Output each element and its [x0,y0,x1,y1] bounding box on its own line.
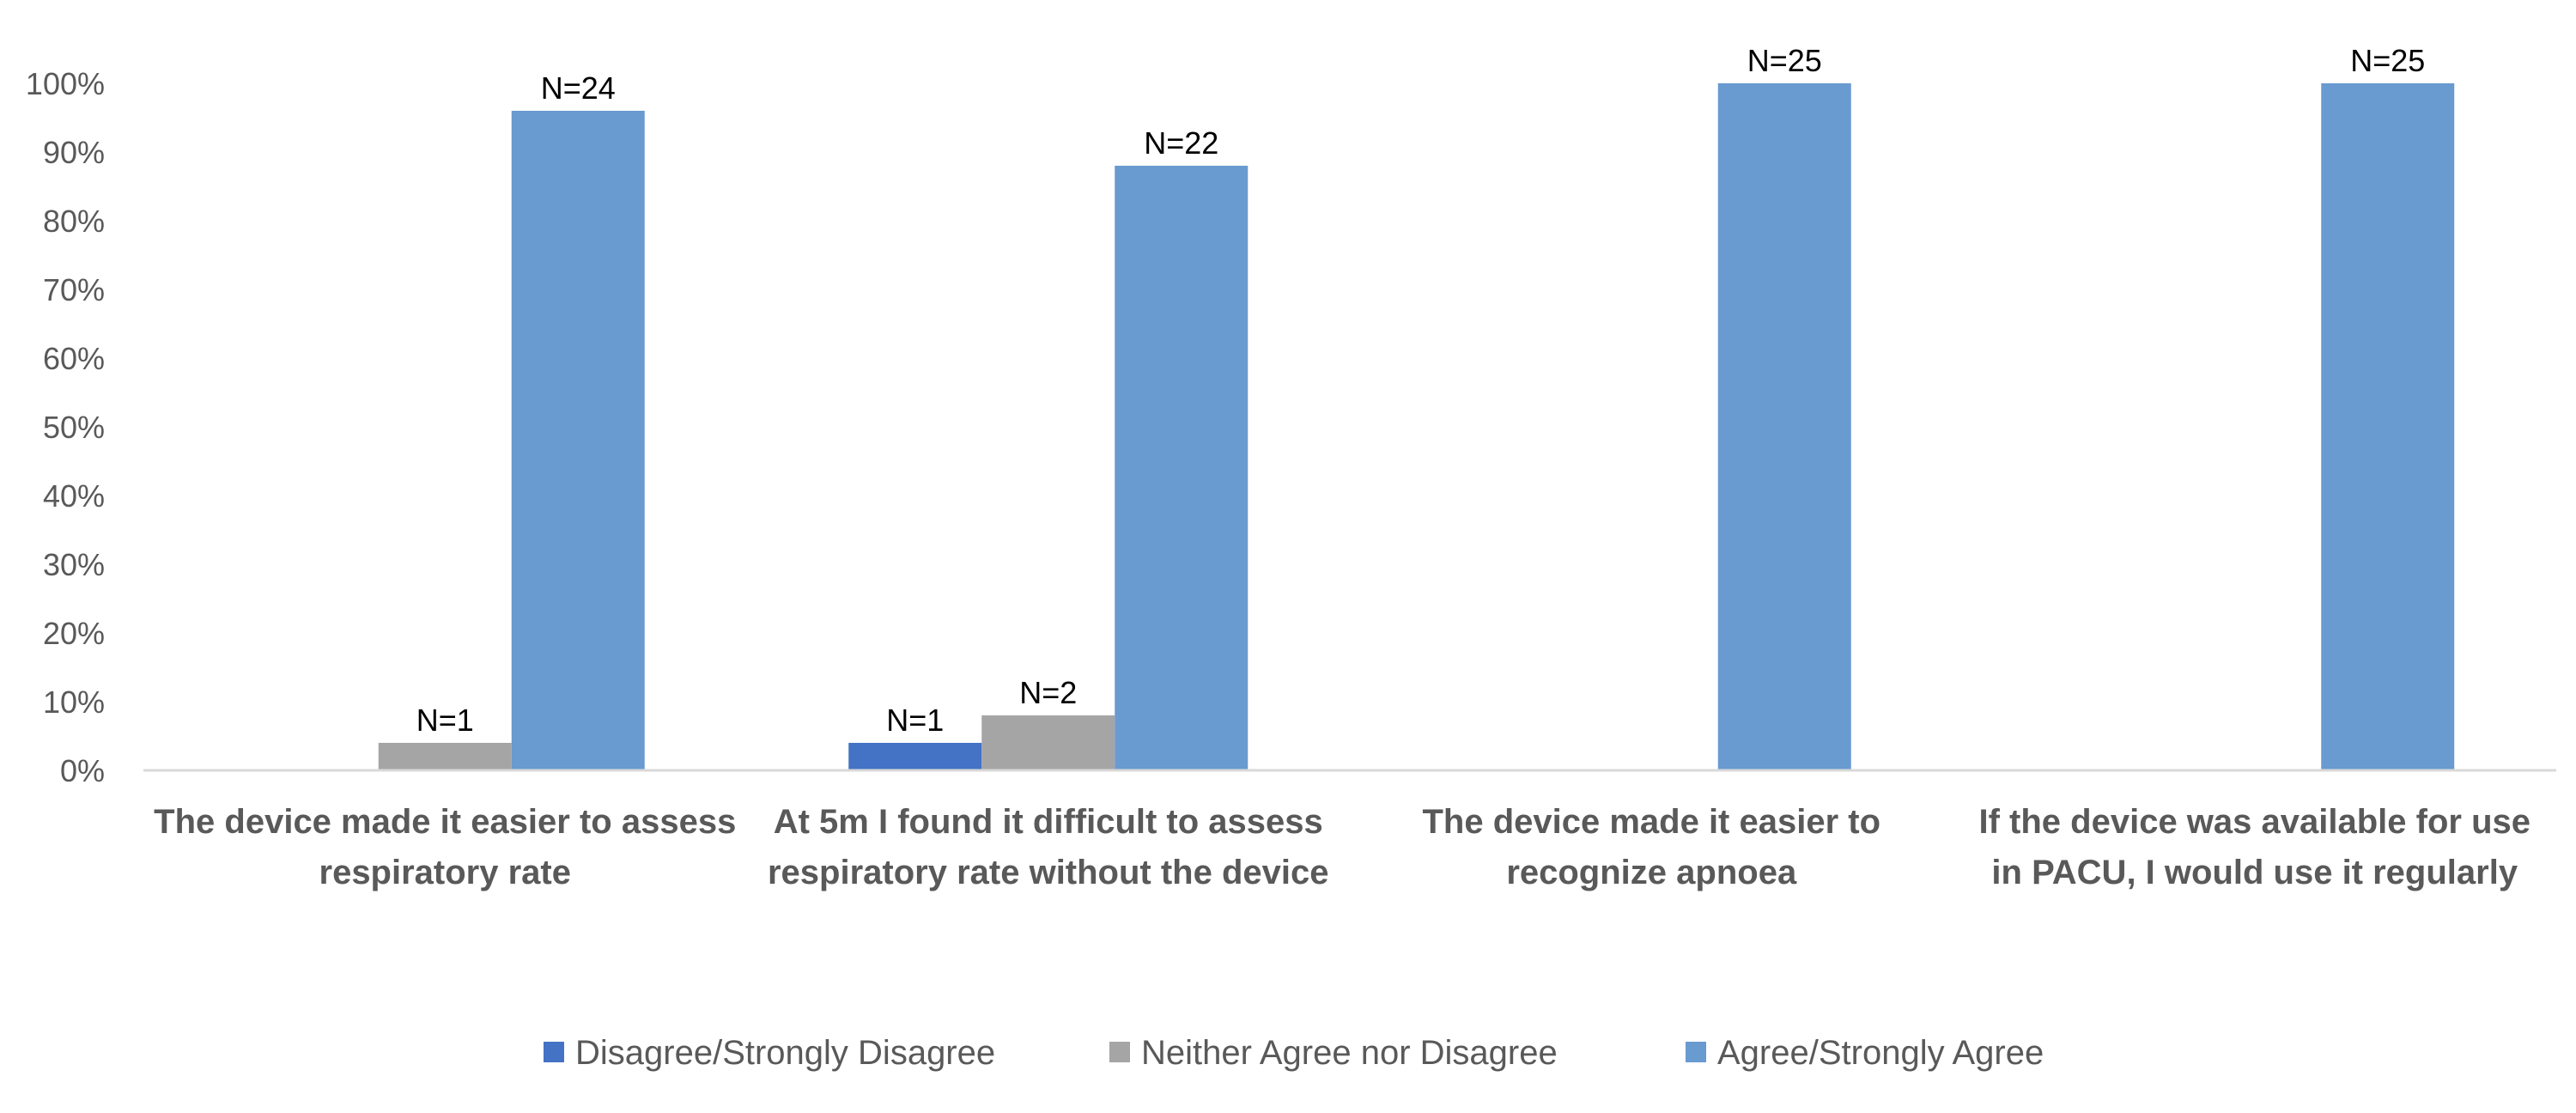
bar [981,715,1115,770]
data-label: N=25 [2350,43,2425,78]
category-label: The device made it easier to assess [154,803,736,841]
y-tick-label: 50% [43,410,105,445]
legend-swatch [544,1042,564,1062]
legend: Disagree/Strongly Disagree Neither Agree … [544,1034,2044,1072]
category-label: At 5m I found it difficult to assess [774,803,1323,841]
data-label: N=1 [416,702,474,738]
bar [1717,83,1851,770]
data-label: N=25 [1747,43,1822,78]
y-tick-label: 0% [60,753,105,788]
y-tick-label: 70% [43,272,105,307]
legend-label: Disagree/Strongly Disagree [575,1034,995,1072]
bar [378,743,512,770]
category-label: respiratory rate without the device [768,854,1329,891]
y-tick-label: 100% [26,66,105,101]
bar [2321,83,2455,770]
legend-swatch [1109,1042,1130,1062]
y-axis-ticks: 0% 10% 20% 30% 40% 50% 60% 70% 80% 90% 100% [26,66,105,788]
legend-label: Agree/Strongly Agree [1717,1034,2044,1072]
data-label: N=1 [886,702,944,738]
y-tick-label: 40% [43,478,105,514]
y-tick-label: 20% [43,616,105,651]
data-label: N=22 [1144,125,1218,161]
y-tick-label: 90% [43,135,105,170]
data-labels: N=1 N=24 N=1 N=2 N=22 N=25 N=25 [416,43,2426,738]
data-label: N=2 [1019,675,1077,710]
category-label: If the device was available for use [1979,803,2531,841]
bar [511,111,645,770]
y-tick-label: 30% [43,547,105,582]
category-label: recognize apnoea [1506,854,1797,891]
category-label: respiratory rate [319,854,571,891]
bar [848,743,982,770]
legend-swatch [1686,1042,1706,1062]
bar [1115,166,1249,770]
category-label: The device made it easier to [1422,803,1880,841]
y-tick-label: 60% [43,341,105,376]
category-labels: The device made it easier to assess respi… [154,803,2530,891]
category-label: in PACU, I would use it regularly [1991,854,2518,891]
bars [378,83,2455,770]
data-label: N=24 [541,70,616,106]
y-tick-label: 80% [43,204,105,239]
y-tick-label: 10% [43,684,105,720]
legend-label: Neither Agree nor Disagree [1141,1034,1558,1072]
